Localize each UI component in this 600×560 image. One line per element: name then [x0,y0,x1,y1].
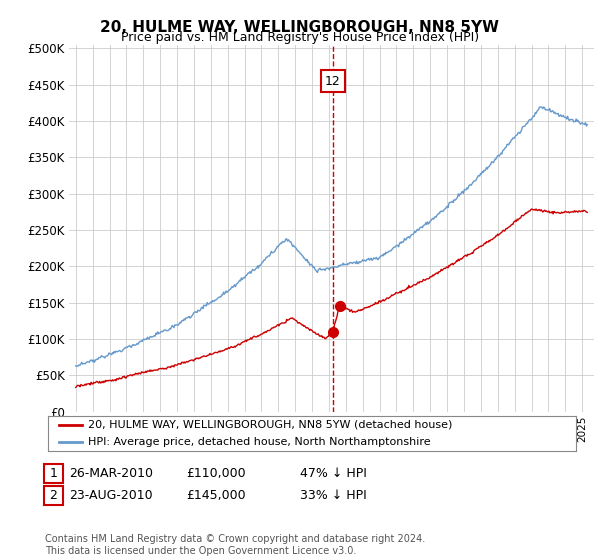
Text: 23-AUG-2010: 23-AUG-2010 [69,489,152,502]
Text: 33% ↓ HPI: 33% ↓ HPI [300,489,367,502]
Text: £145,000: £145,000 [186,489,245,502]
Text: 20, HULME WAY, WELLINGBOROUGH, NN8 5YW: 20, HULME WAY, WELLINGBOROUGH, NN8 5YW [101,20,499,35]
Text: HPI: Average price, detached house, North Northamptonshire: HPI: Average price, detached house, Nort… [88,437,430,447]
Text: £110,000: £110,000 [186,466,245,480]
Text: 47% ↓ HPI: 47% ↓ HPI [300,466,367,480]
Text: 1: 1 [49,466,58,480]
Text: 12: 12 [325,74,341,87]
Text: 20, HULME WAY, WELLINGBOROUGH, NN8 5YW (detached house): 20, HULME WAY, WELLINGBOROUGH, NN8 5YW (… [88,420,452,430]
Text: Price paid vs. HM Land Registry's House Price Index (HPI): Price paid vs. HM Land Registry's House … [121,31,479,44]
Text: Contains HM Land Registry data © Crown copyright and database right 2024.
This d: Contains HM Land Registry data © Crown c… [45,534,425,556]
Text: 2: 2 [49,489,58,502]
Text: 26-MAR-2010: 26-MAR-2010 [69,466,153,480]
